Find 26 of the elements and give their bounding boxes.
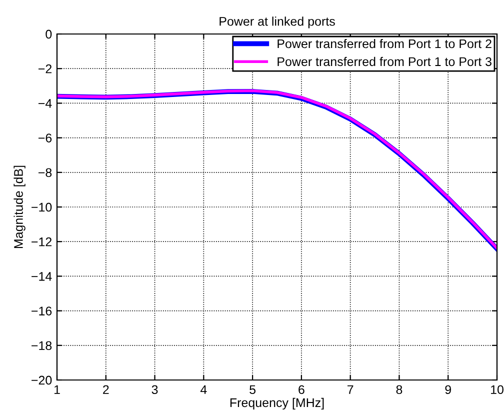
x-tick-label: 10 [491, 385, 504, 394]
x-axis-title: Frequency [MHz] [230, 398, 324, 410]
y-tick-label: −20 [32, 376, 52, 385]
x-tick-label: 1 [54, 385, 60, 394]
y-tick-label: −12 [32, 237, 52, 246]
y-tick-label: −18 [32, 341, 52, 350]
legend-label: Power transferred from Port 1 to Port 3 [278, 56, 492, 66]
y-tick-label: −16 [32, 306, 52, 316]
x-tick-label: 4 [200, 385, 207, 394]
x-tick-label: 6 [298, 385, 304, 394]
chart-title: Power at linked ports [220, 16, 335, 28]
y-tick-label: −10 [32, 202, 52, 212]
x-tick-label: 5 [250, 385, 256, 394]
x-tick-label: 3 [152, 385, 158, 394]
y-tick-label: −4 [38, 99, 52, 108]
y-axis-title: Magnitude [dB] [14, 166, 26, 248]
y-tick-label: 0 [46, 30, 52, 39]
y-tick-label: −6 [38, 134, 52, 142]
x-tick-label: 8 [396, 385, 402, 394]
x-tick-label: 9 [445, 385, 451, 394]
y-tick-label: −2 [38, 64, 52, 74]
legend-label: Power transferred from Port 1 to Port 2 [278, 39, 492, 48]
x-tick-label: 7 [348, 385, 354, 394]
y-tick-label: −8 [38, 168, 52, 178]
x-tick-label: 2 [103, 385, 109, 394]
y-tick-label: −14 [32, 272, 52, 281]
